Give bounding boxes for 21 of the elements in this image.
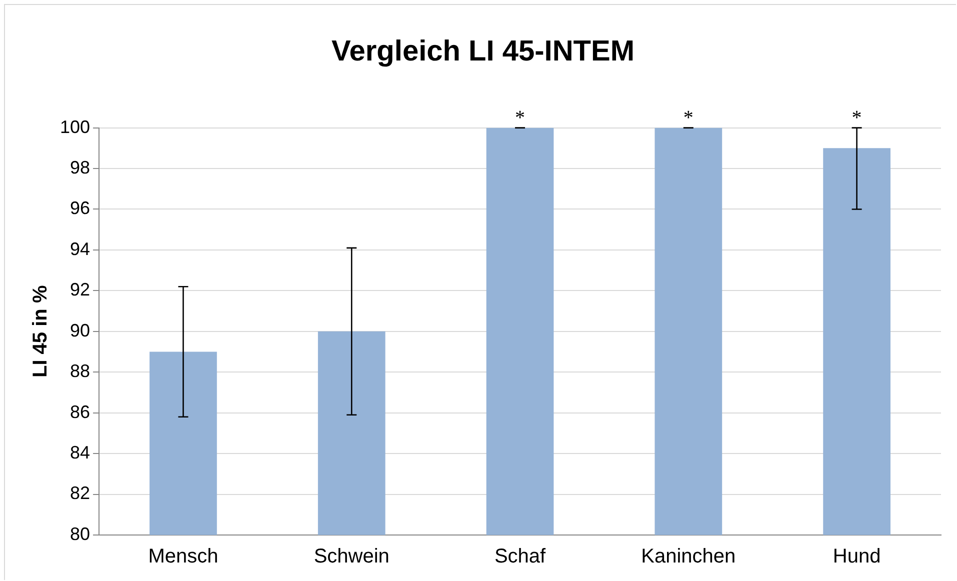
x-tick-label: Hund: [832, 546, 881, 568]
x-tick-label: Kaninchen: [641, 546, 736, 568]
y-axis-title: LI 45 in %: [30, 285, 52, 378]
y-tick-label: 90: [70, 320, 90, 340]
annotation: *: [515, 106, 526, 129]
y-tick-label: 96: [70, 198, 90, 218]
y-tick-label: 100: [60, 116, 90, 137]
y-tick-label: 98: [70, 157, 90, 178]
y-tick-label: 88: [70, 361, 90, 382]
y-tick-label: 86: [70, 402, 90, 422]
y-tick-label: 80: [70, 524, 90, 544]
y-tick-label: 94: [70, 238, 90, 259]
y-tick-label: 84: [70, 442, 90, 463]
chart-title: Vergleich LI 45-INTEM: [332, 35, 634, 68]
annotation: *: [683, 106, 694, 129]
y-tick-label: 92: [70, 280, 90, 300]
x-tick-label: Mensch: [148, 546, 218, 568]
x-tick-label: Schaf: [494, 546, 546, 568]
y-tick-label: 82: [70, 483, 90, 504]
x-tick-label: Schwein: [314, 546, 390, 568]
annotation: *: [852, 106, 862, 129]
